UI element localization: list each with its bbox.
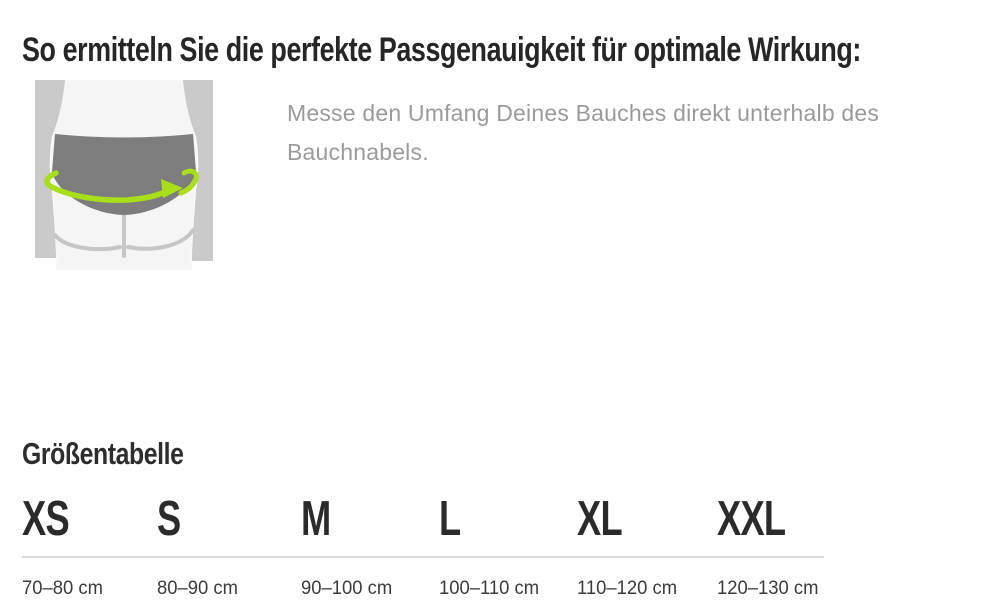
size-table-title: Größentabelle [22,436,184,471]
size-label-xxl: XXL [717,492,786,546]
measurement-illustration [35,80,213,270]
measuring-arrow-head [161,179,183,198]
size-range-xs: 70–80 cm [22,578,103,599]
waist-measurement-icon [35,80,213,270]
size-label-l: L [439,492,461,546]
size-range-xxl: 120–130 cm [717,578,819,599]
figure-left-arm [35,80,65,258]
measuring-tape-front-arc [44,170,170,203]
size-table-divider [22,556,824,558]
buttock-outline-right [126,228,195,251]
size-range-l: 100–110 cm [439,578,540,599]
size-label-xl: XL [577,492,623,546]
size-range-s: 80–90 cm [157,578,238,599]
size-range-m: 90–100 cm [301,578,393,599]
measuring-tape-back-arc [178,168,199,196]
size-label-s: S [157,492,181,546]
buttock-outline-left [53,233,122,251]
fit-heading: So ermitteln Sie die perfekte Passgenaui… [22,31,861,69]
size-label-xs: XS [22,492,70,546]
measurement-instruction: Messe den Umfang Deines Bauches direkt u… [287,100,880,165]
size-label-m: M [301,492,331,546]
figure-right-arm [183,80,213,261]
size-range-xl: 110–120 cm [577,578,678,599]
